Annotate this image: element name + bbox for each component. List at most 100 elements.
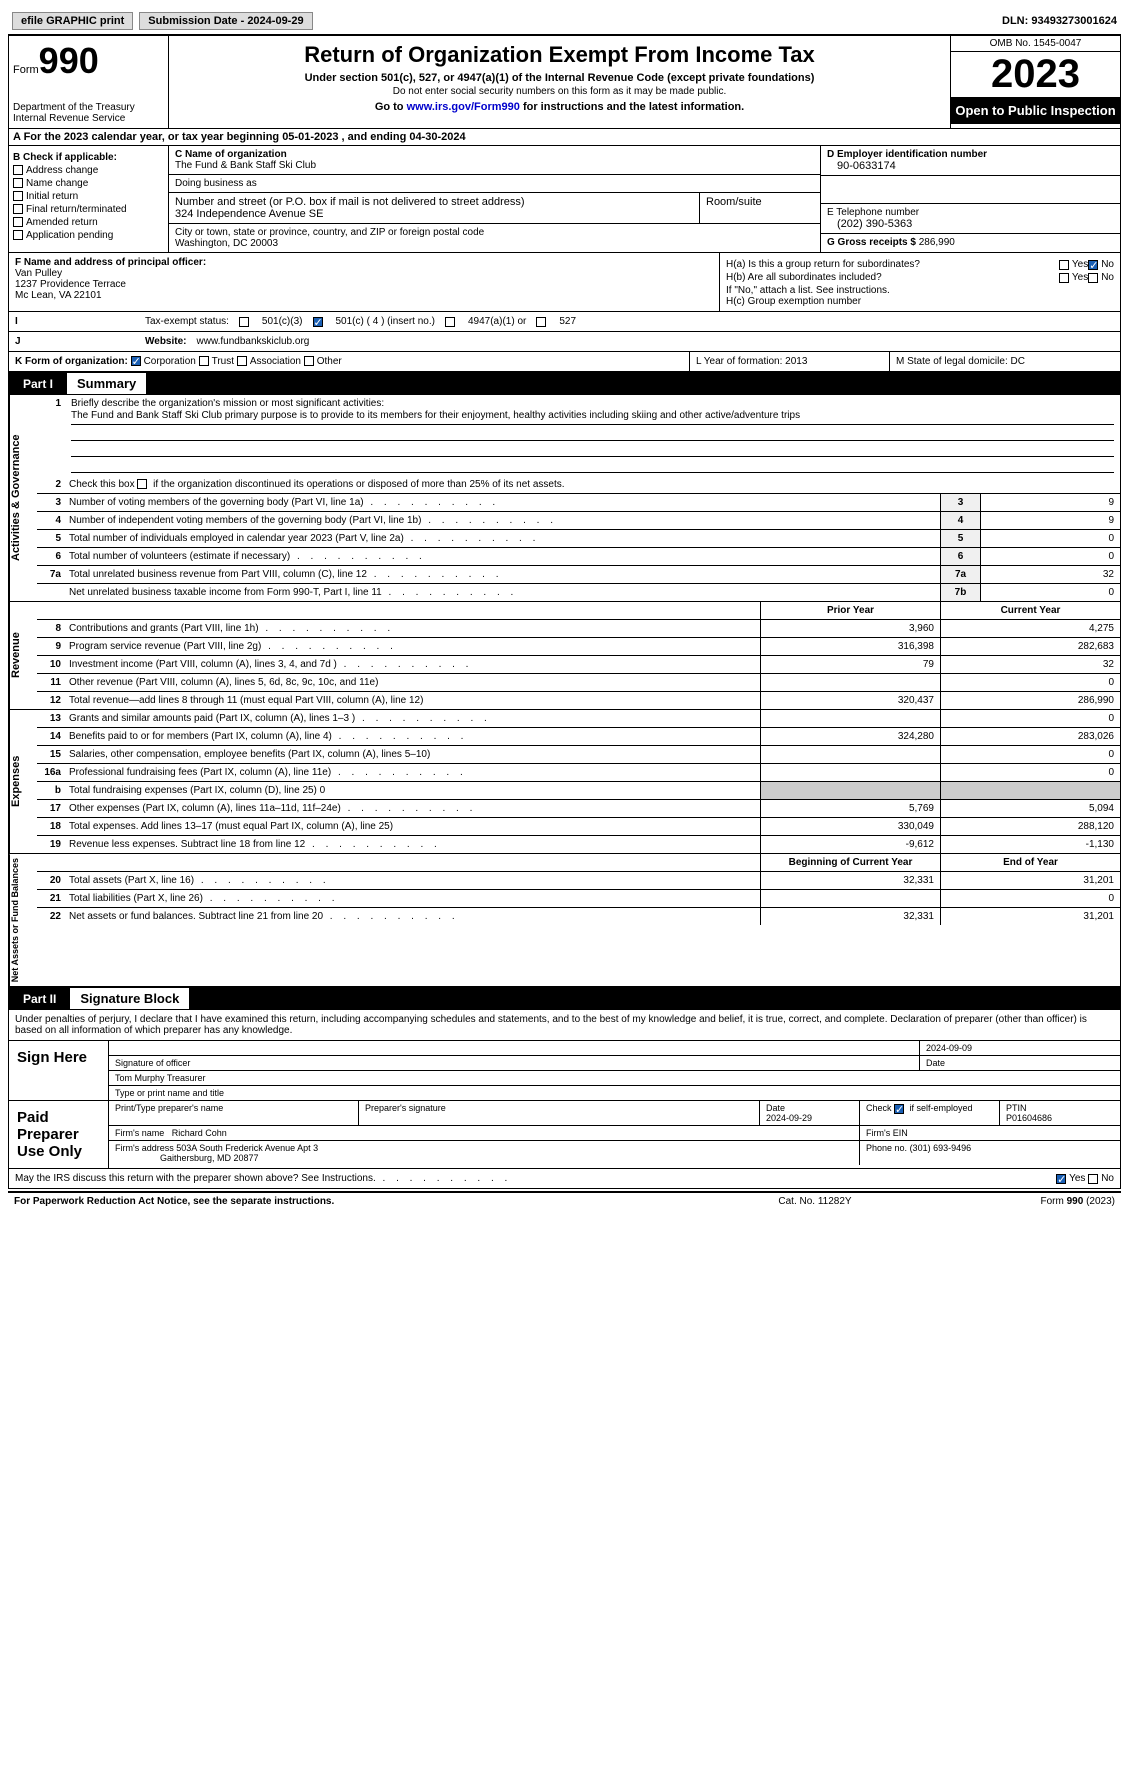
c17: 5,094 bbox=[940, 800, 1120, 817]
website-value: www.fundbankskiclub.org bbox=[197, 336, 310, 347]
hdr-begin: Beginning of Current Year bbox=[760, 854, 940, 871]
discuss-text: May the IRS discuss this return with the… bbox=[15, 1173, 511, 1184]
page-footer: For Paperwork Reduction Act Notice, see … bbox=[8, 1191, 1121, 1210]
line12: Total revenue—add lines 8 through 11 (mu… bbox=[65, 692, 760, 709]
val6: 0 bbox=[980, 548, 1120, 565]
signature-intro: Under penalties of perjury, I declare th… bbox=[8, 1010, 1121, 1041]
line17: Other expenses (Part IX, column (A), lin… bbox=[65, 800, 760, 817]
check-final[interactable]: Final return/terminated bbox=[13, 204, 164, 215]
vtab-netassets: Net Assets or Fund Balances bbox=[9, 854, 37, 986]
paid-preparer-label: Paid Preparer Use Only bbox=[9, 1101, 109, 1168]
chk-other[interactable] bbox=[304, 356, 314, 366]
part2-header: Part II Signature Block bbox=[8, 987, 1121, 1010]
website-label: Website: bbox=[145, 336, 187, 347]
part1-num: Part I bbox=[9, 374, 67, 394]
line9: Program service revenue (Part VIII, line… bbox=[65, 638, 760, 655]
vtab-governance: Activities & Governance bbox=[9, 395, 37, 601]
officer-name-title: Tom Murphy Treasurer bbox=[109, 1071, 1120, 1085]
chk-self-employed[interactable] bbox=[894, 1104, 904, 1114]
addr-value: 324 Independence Avenue SE bbox=[175, 208, 693, 220]
tax-year: 2023 bbox=[951, 52, 1120, 97]
chk-assoc[interactable] bbox=[237, 356, 247, 366]
chk-501c3[interactable] bbox=[239, 317, 249, 327]
line21: Total liabilities (Part X, line 26) bbox=[65, 890, 760, 907]
chk-4947[interactable] bbox=[445, 317, 455, 327]
c11: 0 bbox=[940, 674, 1120, 691]
line19: Revenue less expenses. Subtract line 18 … bbox=[65, 836, 760, 853]
c8: 4,275 bbox=[940, 620, 1120, 637]
box-h: H(a) Is this a group return for subordin… bbox=[720, 253, 1120, 311]
gross-label: G Gross receipts $ bbox=[827, 237, 916, 248]
chk-501c[interactable] bbox=[313, 317, 323, 327]
check-initial[interactable]: Initial return bbox=[13, 191, 164, 202]
check-self: Check if self-employed bbox=[860, 1101, 1000, 1125]
box-b: B Check if applicable: Address change Na… bbox=[9, 146, 169, 252]
row-j: J Website: www.fundbankskiclub.org bbox=[8, 332, 1121, 352]
ha-no[interactable] bbox=[1088, 260, 1098, 270]
form-note2: Go to www.irs.gov/Form990 for instructio… bbox=[175, 101, 944, 113]
firm-city: Gaithersburg, MD 20877 bbox=[160, 1153, 259, 1163]
omb-number: OMB No. 1545-0047 bbox=[951, 36, 1120, 52]
irs-link[interactable]: www.irs.gov/Form990 bbox=[407, 101, 520, 113]
state-domicile: M State of legal domicile: DC bbox=[890, 352, 1120, 371]
city-value: Washington, DC 20003 bbox=[175, 238, 814, 249]
submission-date-btn[interactable]: Submission Date - 2024-09-29 bbox=[139, 12, 312, 30]
prep-date: 2024-09-29 bbox=[766, 1113, 812, 1123]
chk-discontinued[interactable] bbox=[137, 479, 147, 489]
prep-sig-lbl: Preparer's signature bbox=[359, 1101, 760, 1125]
c18: 288,120 bbox=[940, 818, 1120, 835]
chk-trust[interactable] bbox=[199, 356, 209, 366]
form-header: Form990 Department of the Treasury Inter… bbox=[8, 35, 1121, 129]
line8: Contributions and grants (Part VIII, lin… bbox=[65, 620, 760, 637]
row-i: I Tax-exempt status: 501(c)(3) 501(c) ( … bbox=[8, 312, 1121, 332]
chk-527[interactable] bbox=[536, 317, 546, 327]
c14: 283,026 bbox=[940, 728, 1120, 745]
line3: Number of voting members of the governin… bbox=[65, 494, 940, 511]
discuss-no[interactable] bbox=[1088, 1174, 1098, 1184]
c16a: 0 bbox=[940, 764, 1120, 781]
line16a: Professional fundraising fees (Part IX, … bbox=[65, 764, 760, 781]
vtab-expenses: Expenses bbox=[9, 710, 37, 853]
c22: 31,201 bbox=[940, 908, 1120, 925]
sign-here-label: Sign Here bbox=[9, 1041, 109, 1100]
hb-label: H(b) Are all subordinates included? bbox=[726, 272, 1059, 283]
check-pending[interactable]: Application pending bbox=[13, 230, 164, 241]
p17: 5,769 bbox=[760, 800, 940, 817]
officer-addr2: Mc Lean, VA 22101 bbox=[15, 290, 713, 301]
line20: Total assets (Part X, line 16) bbox=[65, 872, 760, 889]
ptin-val: P01604686 bbox=[1006, 1113, 1052, 1123]
p9: 316,398 bbox=[760, 638, 940, 655]
efile-print-btn[interactable]: efile GRAPHIC print bbox=[12, 12, 133, 30]
part1-header: Part I Summary bbox=[8, 372, 1121, 395]
c13: 0 bbox=[940, 710, 1120, 727]
top-bar: efile GRAPHIC print Submission Date - 20… bbox=[8, 8, 1121, 35]
part1-expenses: Expenses 13Grants and similar amounts pa… bbox=[8, 710, 1121, 854]
tel-label: E Telephone number bbox=[827, 207, 1114, 218]
part1-title: Summary bbox=[67, 373, 146, 394]
prep-name-lbl: Print/Type preparer's name bbox=[109, 1101, 359, 1125]
p20: 32,331 bbox=[760, 872, 940, 889]
line4: Number of independent voting members of … bbox=[65, 512, 940, 529]
p15 bbox=[760, 746, 940, 763]
hdr-current: Current Year bbox=[940, 602, 1120, 619]
hb-no[interactable] bbox=[1088, 273, 1098, 283]
ha-yes[interactable] bbox=[1059, 260, 1069, 270]
open-public: Open to Public Inspection bbox=[951, 97, 1120, 124]
firm-addr: 503A South Frederick Avenue Apt 3 bbox=[176, 1143, 318, 1153]
line14: Benefits paid to or for members (Part IX… bbox=[65, 728, 760, 745]
hb-yes[interactable] bbox=[1059, 273, 1069, 283]
c10: 32 bbox=[940, 656, 1120, 673]
part1-revenue: Revenue Prior YearCurrent Year 8Contribu… bbox=[8, 602, 1121, 710]
p8: 3,960 bbox=[760, 620, 940, 637]
chk-corp[interactable] bbox=[131, 356, 141, 366]
check-namechange[interactable]: Name change bbox=[13, 178, 164, 189]
line7a: Total unrelated business revenue from Pa… bbox=[65, 566, 940, 583]
check-address[interactable]: Address change bbox=[13, 165, 164, 176]
year-formation: L Year of formation: 2013 bbox=[690, 352, 890, 371]
firm-addr-lbl: Firm's address bbox=[115, 1143, 174, 1153]
firm-ein-lbl: Firm's EIN bbox=[860, 1126, 1120, 1140]
ein-value: 90-0633174 bbox=[827, 160, 1114, 172]
check-amended[interactable]: Amended return bbox=[13, 217, 164, 228]
discuss-yes[interactable] bbox=[1056, 1174, 1066, 1184]
footer-right: Form 990 (2023) bbox=[915, 1196, 1115, 1207]
